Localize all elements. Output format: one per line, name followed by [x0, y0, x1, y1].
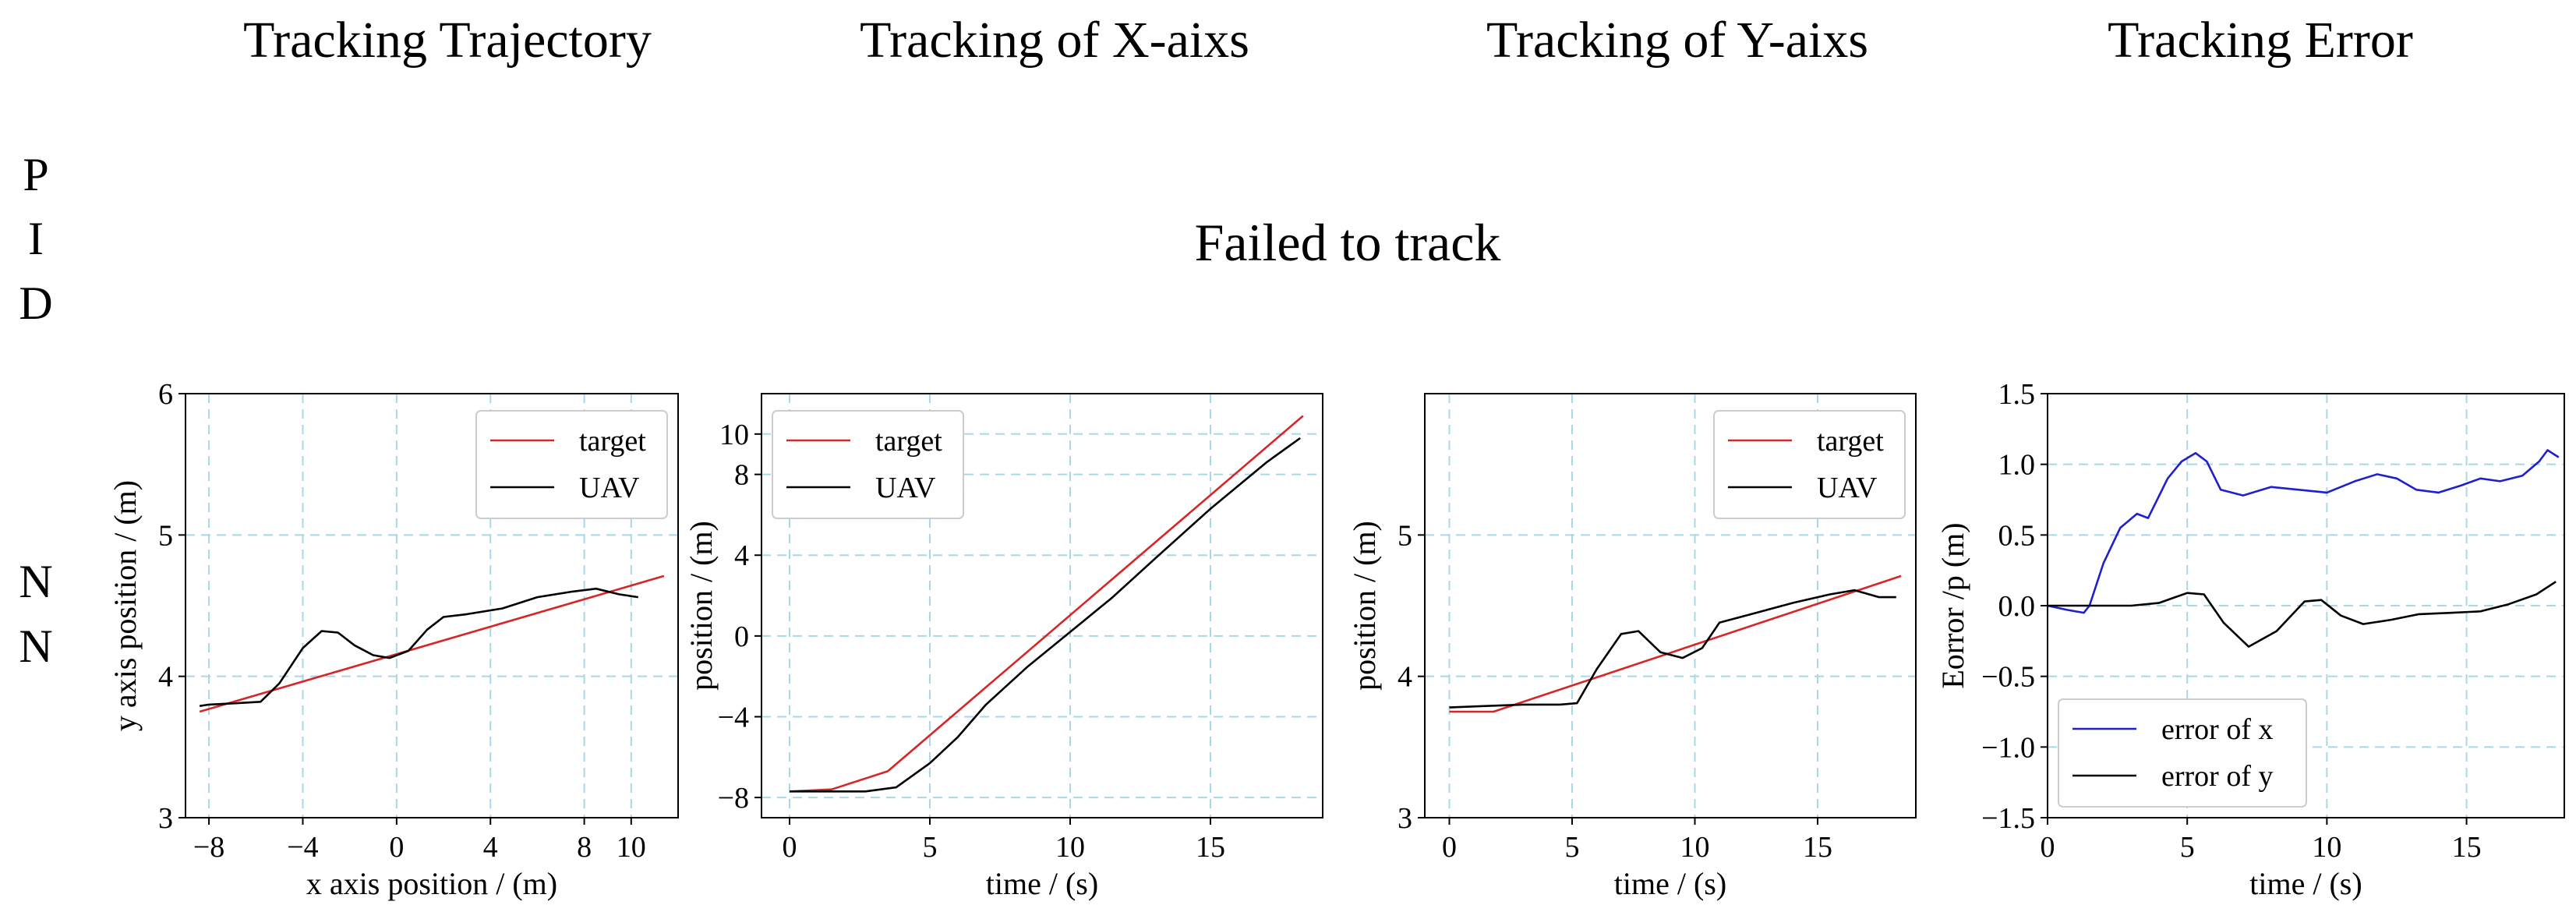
column-title-y-axis: Tracking of Y-aixs — [1486, 12, 1869, 69]
y-tick-label: 4 — [1398, 661, 1412, 694]
x-tick-label: 10 — [2312, 831, 2341, 864]
x-tick-label: −4 — [287, 831, 318, 864]
series-line-error-of-y — [2048, 581, 2557, 648]
series-line-uav — [199, 587, 638, 707]
plot-frame — [185, 393, 679, 818]
x-tick-label: −8 — [193, 831, 224, 864]
column-title-error: Tracking Error — [2108, 12, 2413, 69]
legend-label: UAV — [579, 472, 640, 504]
y-tick-label: 8 — [734, 459, 749, 492]
plot-frame — [761, 393, 1323, 818]
legend-label: target — [875, 425, 942, 458]
x-tick-label: 5 — [923, 831, 938, 864]
series-line-error-of-x — [2047, 449, 2560, 614]
x-axis-label: time / (s) — [2249, 866, 2362, 901]
legend-label: error of y — [2161, 760, 2273, 793]
y-tick-label: 3 — [158, 802, 173, 835]
x-tick-label: 5 — [2180, 831, 2195, 864]
x-axis-label: x axis position / (m) — [306, 866, 557, 901]
x-tick-label: 4 — [483, 831, 498, 864]
chart-1: −8 −4 0 4 8 10 3 4 5 6 x axis position / (m) y axis… — [108, 378, 679, 901]
legend: target UAV — [772, 410, 964, 519]
x-tick-label: 15 — [1803, 831, 1832, 864]
y-tick-label: −1.0 — [1981, 731, 2035, 764]
x-axis-label: time / (s) — [986, 866, 1098, 901]
row-label-pid-p: P — [23, 149, 49, 200]
x-tick-label: 8 — [577, 831, 592, 864]
legend-label: UAV — [875, 472, 936, 504]
legend-label: error of x — [2161, 713, 2273, 746]
plot-frame — [1424, 393, 1917, 818]
legend-label: target — [579, 425, 646, 458]
y-tick-label: −1.5 — [1981, 802, 2035, 835]
column-title-trajectory: Tracking Trajectory — [243, 12, 652, 69]
y-tick-label: 6 — [158, 378, 173, 411]
y-axis-label: Eorror /p (m) — [1935, 522, 1970, 688]
legend-label: target — [1817, 425, 1884, 458]
y-tick-label: 3 — [1398, 802, 1412, 835]
y-tick-label: −4 — [718, 701, 749, 734]
legend-box — [2058, 698, 2307, 808]
x-tick-label: 10 — [1680, 831, 1710, 864]
x-tick-label: 10 — [617, 831, 646, 864]
y-tick-label: 4 — [734, 539, 749, 572]
x-tick-label: 0 — [783, 831, 797, 864]
x-tick-label: 0 — [389, 831, 404, 864]
x-tick-label: 0 — [1442, 831, 1457, 864]
row-label-nn-n2: N — [19, 620, 53, 672]
series-line-target — [199, 574, 665, 713]
y-axis-label: position / (m) — [1347, 521, 1382, 691]
x-tick-label: 10 — [1055, 831, 1085, 864]
y-axis-label: y axis position / (m) — [108, 480, 143, 731]
chart-4: 0 5 10 15 −1.5 −1.0 −0.5 0.0 0.5 1.0 1.5 time / (s)… — [1935, 378, 2565, 901]
series-line-uav — [1449, 589, 1896, 709]
y-tick-label: 0.0 — [1998, 590, 2036, 623]
x-tick-label: 5 — [1565, 831, 1580, 864]
legend: error of x error of y — [2058, 698, 2307, 808]
y-tick-label: 5 — [1398, 519, 1412, 552]
y-axis-label: position / (m) — [684, 521, 719, 691]
chart-3: 0 5 10 15 3 4 5 time / (s) position / (m) target U… — [1347, 393, 1917, 901]
y-tick-label: 4 — [158, 661, 173, 694]
series-line-target — [1449, 574, 1902, 713]
y-tick-label: 1.0 — [1998, 449, 2036, 482]
legend: target UAV — [475, 410, 668, 519]
column-title-x-axis: Tracking of X-aixs — [860, 12, 1249, 69]
y-tick-label: −0.5 — [1981, 661, 2035, 694]
row-label-nn-n1: N — [19, 556, 53, 607]
row-label-pid-d: D — [19, 278, 53, 329]
legend-label: UAV — [1817, 472, 1878, 504]
y-tick-label: 0 — [734, 620, 749, 653]
legend-box — [772, 410, 964, 519]
x-tick-label: 15 — [1196, 831, 1225, 864]
pid-failed-message: Failed to track — [1194, 213, 1501, 272]
row-label-pid-i: I — [28, 213, 44, 264]
legend-box — [475, 410, 668, 519]
y-tick-label: 0.5 — [1998, 519, 2036, 552]
y-tick-label: −8 — [718, 782, 749, 815]
y-tick-label: 10 — [719, 419, 749, 451]
legend-box — [1713, 410, 1906, 519]
legend: target UAV — [1713, 410, 1906, 519]
x-tick-label: 15 — [2452, 831, 2482, 864]
x-tick-label: 0 — [2041, 831, 2055, 864]
series-line-uav — [790, 437, 1301, 793]
y-tick-label: 1.5 — [1998, 378, 2036, 411]
y-tick-label: 5 — [158, 519, 173, 552]
x-axis-label: time / (s) — [1614, 866, 1726, 901]
